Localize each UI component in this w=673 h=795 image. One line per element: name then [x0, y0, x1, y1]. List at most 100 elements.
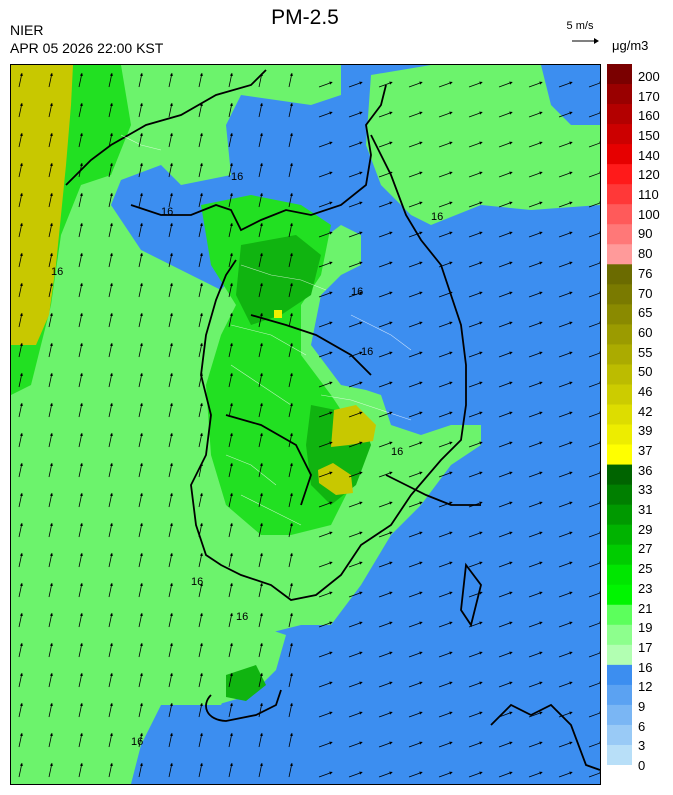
wind-arrow: [18, 612, 23, 628]
wind-arrow: [138, 222, 143, 238]
wind-arrow: [48, 462, 53, 478]
wind-arrow: [408, 501, 423, 508]
colorbar-label: 90: [638, 226, 653, 242]
wind-arrow: [18, 162, 23, 178]
contour-label: 16: [351, 286, 363, 298]
wind-arrow: [198, 762, 203, 778]
wind-arrow: [48, 162, 53, 178]
wind-arrow: [558, 621, 573, 628]
wind-arrow: [498, 351, 513, 358]
colorbar-label: 150: [638, 128, 660, 144]
wind-arrow: [318, 621, 333, 628]
wind-arrow: [318, 411, 333, 418]
wind-arrow: [48, 492, 53, 508]
wind-arrow: [78, 372, 83, 388]
colorbar-label: 12: [638, 679, 653, 695]
wind-arrow: [528, 621, 543, 628]
colorbar-segment: [607, 504, 632, 526]
wind-arrow: [48, 132, 53, 148]
wind-arrow: [588, 621, 600, 628]
wind-arrow: [228, 492, 233, 508]
wind-arrow: [588, 201, 600, 208]
wind-arrow: [228, 582, 233, 598]
wind-arrow: [348, 561, 363, 568]
moderate-region-north: [366, 65, 600, 225]
colorbar-label: 6: [638, 718, 646, 734]
wind-arrow: [228, 312, 233, 328]
wind-arrow: [318, 201, 333, 208]
units-label: μg/m3: [612, 38, 649, 53]
wind-arrow: [228, 222, 233, 238]
wind-arrow: [588, 501, 600, 508]
wind-arrow: [288, 372, 293, 388]
wind-arrow: [48, 192, 53, 208]
wind-arrow: [138, 582, 143, 598]
coastline-group: [65, 69, 600, 771]
wind-arrow: [168, 252, 173, 268]
wind-arrow: [78, 312, 83, 328]
wind-arrow: [588, 471, 600, 478]
colorbar-label: 42: [638, 403, 653, 419]
wind-arrow: [138, 132, 143, 148]
wind-arrow: [228, 522, 233, 538]
contour-label: 16: [361, 346, 373, 358]
wind-arrow: [528, 261, 543, 268]
wind-arrow: [48, 582, 53, 598]
wind-arrow: [378, 441, 393, 448]
wind-arrow: [258, 312, 263, 328]
colorbar-segment: [607, 344, 632, 365]
colorbar-segment: [607, 484, 632, 506]
wind-arrow: [18, 252, 23, 268]
colorbar-label: 21: [638, 600, 653, 616]
wind-arrow: [378, 711, 393, 718]
wind-arrow: [528, 351, 543, 358]
colorbar-label: 3: [638, 738, 646, 754]
wind-arrow: [348, 291, 363, 298]
wind-arrow: [408, 711, 423, 718]
colorbar: [607, 64, 632, 766]
wind-arrow: [258, 282, 263, 298]
wind-arrow: [318, 681, 333, 688]
wind-arrow: [348, 681, 363, 688]
wind-arrow: [108, 282, 113, 298]
wind-arrow: [528, 231, 543, 238]
wind-arrow: [438, 471, 453, 478]
wind-arrow: [498, 381, 513, 388]
wind-arrow: [168, 432, 173, 448]
wind-arrow: [588, 261, 600, 268]
wind-arrow: [558, 471, 573, 478]
colorbar-label: 65: [638, 305, 653, 321]
wind-arrow: [168, 342, 173, 358]
wind-arrow: [558, 141, 573, 148]
wind-arrow: [18, 192, 23, 208]
wind-arrow: [408, 381, 423, 388]
wind-arrow: [168, 132, 173, 148]
wind-arrow: [18, 222, 23, 238]
wind-arrow: [318, 291, 333, 298]
wind-arrow: [498, 771, 513, 778]
wind-arrow: [78, 732, 83, 748]
wind-arrow: [318, 381, 333, 388]
wind-arrow: [468, 201, 483, 208]
wind-arrow: [468, 561, 483, 568]
wind-arrow: [108, 252, 113, 268]
wind-arrow: [228, 402, 233, 418]
wind-arrow: [408, 531, 423, 538]
wind-arrow: [558, 171, 573, 178]
wind-arrow: [348, 201, 363, 208]
wind-arrow: [228, 132, 233, 148]
wind-arrow: [198, 372, 203, 388]
wind-arrow: [78, 162, 83, 178]
wind-arrow: [528, 171, 543, 178]
wind-arrow: [258, 192, 263, 208]
wind-arrow: [168, 192, 173, 208]
wind-arrow: [408, 111, 423, 118]
jeju-region-core: [226, 665, 266, 701]
wind-arrow: [348, 141, 363, 148]
wind-arrow: [78, 492, 83, 508]
wind-arrow: [528, 441, 543, 448]
wind-arrow: [588, 411, 600, 418]
wind-arrow: [228, 102, 233, 118]
wind-arrow: [48, 282, 53, 298]
wind-arrow: [258, 372, 263, 388]
